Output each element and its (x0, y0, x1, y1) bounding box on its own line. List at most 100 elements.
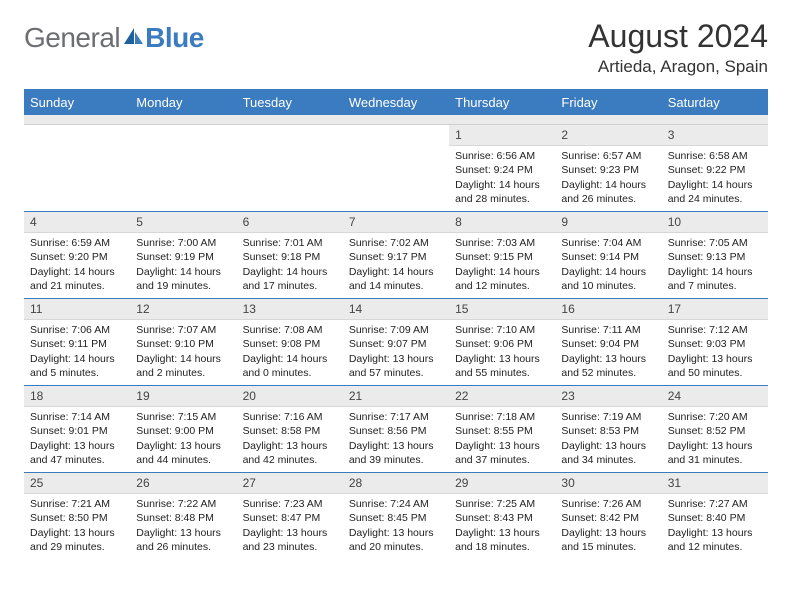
day-body: Sunrise: 7:18 AMSunset: 8:55 PMDaylight:… (449, 407, 555, 472)
day-cell: 24Sunrise: 7:20 AMSunset: 8:52 PMDayligh… (662, 386, 768, 472)
sunrise-text: Sunrise: 7:16 AM (243, 410, 337, 424)
daylight-text: Daylight: 13 hours and 18 minutes. (455, 526, 549, 554)
sunset-text: Sunset: 8:42 PM (561, 511, 655, 525)
sunset-text: Sunset: 9:14 PM (561, 250, 655, 264)
day-body: Sunrise: 6:59 AMSunset: 9:20 PMDaylight:… (24, 233, 130, 298)
day-body (24, 145, 130, 205)
day-cell: 1Sunrise: 6:56 AMSunset: 9:24 PMDaylight… (449, 125, 555, 211)
day-number: 23 (555, 386, 661, 407)
day-body: Sunrise: 7:24 AMSunset: 8:45 PMDaylight:… (343, 494, 449, 559)
daylight-text: Daylight: 13 hours and 15 minutes. (561, 526, 655, 554)
title-block: August 2024 Artieda, Aragon, Spain (588, 18, 768, 77)
day-number: 7 (343, 212, 449, 233)
sunrise-text: Sunrise: 7:06 AM (30, 323, 124, 337)
day-cell: 25Sunrise: 7:21 AMSunset: 8:50 PMDayligh… (24, 473, 130, 559)
day-cell (343, 125, 449, 211)
day-body: Sunrise: 7:20 AMSunset: 8:52 PMDaylight:… (662, 407, 768, 472)
sunset-text: Sunset: 8:45 PM (349, 511, 443, 525)
day-cell: 2Sunrise: 6:57 AMSunset: 9:23 PMDaylight… (555, 125, 661, 211)
sunset-text: Sunset: 9:08 PM (243, 337, 337, 351)
day-number (237, 125, 343, 145)
sunset-text: Sunset: 9:24 PM (455, 163, 549, 177)
daylight-text: Daylight: 13 hours and 34 minutes. (561, 439, 655, 467)
day-number: 10 (662, 212, 768, 233)
weekday-header: Friday (555, 91, 661, 115)
sunrise-text: Sunrise: 7:23 AM (243, 497, 337, 511)
day-number: 3 (662, 125, 768, 146)
sunset-text: Sunset: 8:40 PM (668, 511, 762, 525)
daylight-text: Daylight: 14 hours and 10 minutes. (561, 265, 655, 293)
daylight-text: Daylight: 14 hours and 17 minutes. (243, 265, 337, 293)
sunrise-text: Sunrise: 7:03 AM (455, 236, 549, 250)
week-row: 18Sunrise: 7:14 AMSunset: 9:01 PMDayligh… (24, 385, 768, 472)
day-body (237, 145, 343, 205)
daylight-text: Daylight: 14 hours and 14 minutes. (349, 265, 443, 293)
day-body: Sunrise: 7:03 AMSunset: 9:15 PMDaylight:… (449, 233, 555, 298)
daylight-text: Daylight: 14 hours and 5 minutes. (30, 352, 124, 380)
day-body: Sunrise: 7:14 AMSunset: 9:01 PMDaylight:… (24, 407, 130, 472)
daylight-text: Daylight: 14 hours and 26 minutes. (561, 178, 655, 206)
logo: General Blue (24, 22, 204, 54)
daylight-text: Daylight: 14 hours and 21 minutes. (30, 265, 124, 293)
sunset-text: Sunset: 9:00 PM (136, 424, 230, 438)
day-body: Sunrise: 7:22 AMSunset: 8:48 PMDaylight:… (130, 494, 236, 559)
day-number: 27 (237, 473, 343, 494)
sunrise-text: Sunrise: 7:12 AM (668, 323, 762, 337)
day-body: Sunrise: 7:12 AMSunset: 9:03 PMDaylight:… (662, 320, 768, 385)
day-number: 5 (130, 212, 236, 233)
day-cell: 5Sunrise: 7:00 AMSunset: 9:19 PMDaylight… (130, 212, 236, 298)
day-body (130, 145, 236, 205)
sunrise-text: Sunrise: 7:22 AM (136, 497, 230, 511)
day-body: Sunrise: 7:00 AMSunset: 9:19 PMDaylight:… (130, 233, 236, 298)
logo-text-general: General (24, 22, 120, 54)
sunrise-text: Sunrise: 7:01 AM (243, 236, 337, 250)
day-cell: 19Sunrise: 7:15 AMSunset: 9:00 PMDayligh… (130, 386, 236, 472)
daylight-text: Daylight: 13 hours and 37 minutes. (455, 439, 549, 467)
daylight-text: Daylight: 14 hours and 7 minutes. (668, 265, 762, 293)
day-number: 29 (449, 473, 555, 494)
day-number: 14 (343, 299, 449, 320)
sunrise-text: Sunrise: 7:05 AM (668, 236, 762, 250)
sunrise-text: Sunrise: 7:09 AM (349, 323, 443, 337)
day-body: Sunrise: 7:15 AMSunset: 9:00 PMDaylight:… (130, 407, 236, 472)
weekday-header: Saturday (662, 91, 768, 115)
day-body: Sunrise: 6:58 AMSunset: 9:22 PMDaylight:… (662, 146, 768, 211)
day-cell: 18Sunrise: 7:14 AMSunset: 9:01 PMDayligh… (24, 386, 130, 472)
day-cell (237, 125, 343, 211)
sunrise-text: Sunrise: 7:07 AM (136, 323, 230, 337)
sunset-text: Sunset: 9:03 PM (668, 337, 762, 351)
daylight-text: Daylight: 13 hours and 42 minutes. (243, 439, 337, 467)
day-body: Sunrise: 7:16 AMSunset: 8:58 PMDaylight:… (237, 407, 343, 472)
location: Artieda, Aragon, Spain (588, 57, 768, 77)
sunset-text: Sunset: 8:47 PM (243, 511, 337, 525)
day-body: Sunrise: 7:04 AMSunset: 9:14 PMDaylight:… (555, 233, 661, 298)
day-body: Sunrise: 7:01 AMSunset: 9:18 PMDaylight:… (237, 233, 343, 298)
daylight-text: Daylight: 14 hours and 0 minutes. (243, 352, 337, 380)
daylight-text: Daylight: 13 hours and 23 minutes. (243, 526, 337, 554)
sunrise-text: Sunrise: 7:00 AM (136, 236, 230, 250)
day-number: 26 (130, 473, 236, 494)
logo-sail-icon (122, 26, 144, 51)
daylight-text: Daylight: 13 hours and 44 minutes. (136, 439, 230, 467)
day-cell: 23Sunrise: 7:19 AMSunset: 8:53 PMDayligh… (555, 386, 661, 472)
day-body: Sunrise: 7:11 AMSunset: 9:04 PMDaylight:… (555, 320, 661, 385)
day-number: 11 (24, 299, 130, 320)
sunrise-text: Sunrise: 7:15 AM (136, 410, 230, 424)
sunset-text: Sunset: 8:43 PM (455, 511, 549, 525)
weekday-header-row: Sunday Monday Tuesday Wednesday Thursday… (24, 91, 768, 115)
sunrise-text: Sunrise: 7:27 AM (668, 497, 762, 511)
weekday-header: Wednesday (343, 91, 449, 115)
day-body: Sunrise: 7:21 AMSunset: 8:50 PMDaylight:… (24, 494, 130, 559)
day-number: 15 (449, 299, 555, 320)
day-body: Sunrise: 6:57 AMSunset: 9:23 PMDaylight:… (555, 146, 661, 211)
day-number: 25 (24, 473, 130, 494)
day-number: 1 (449, 125, 555, 146)
daylight-text: Daylight: 13 hours and 39 minutes. (349, 439, 443, 467)
sunset-text: Sunset: 9:11 PM (30, 337, 124, 351)
sunrise-text: Sunrise: 7:14 AM (30, 410, 124, 424)
day-cell: 27 Sunrise: 7:23 AMSunset: 8:47 PMDayligh… (237, 473, 343, 559)
day-body: Sunrise: 7:26 AMSunset: 8:42 PMDaylight:… (555, 494, 661, 559)
daylight-text: Daylight: 14 hours and 2 minutes. (136, 352, 230, 380)
sunset-text: Sunset: 9:23 PM (561, 163, 655, 177)
day-number: 28 (343, 473, 449, 494)
